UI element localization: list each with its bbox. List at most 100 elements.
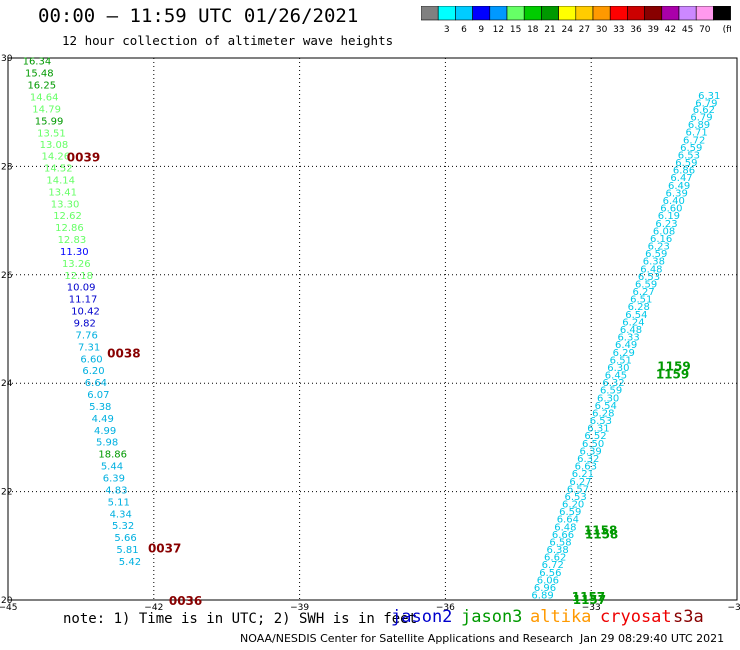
colorbar-label: 42: [665, 25, 676, 35]
east-track-value: 6.32: [577, 454, 599, 465]
east-track-value: 6.54: [625, 310, 647, 321]
west-track-value: 14.79: [32, 104, 61, 115]
west-track-value: 18.86: [98, 450, 127, 461]
y-tick-label: 28: [1, 162, 13, 172]
east-track-value: 6.72: [683, 135, 705, 146]
x-tick-label: −45: [0, 603, 18, 612]
east-track-value: 6.60: [660, 204, 682, 215]
east-track-value: 6.47: [670, 173, 692, 184]
east-track-value: 6.89: [531, 591, 553, 602]
east-track-value: 6.38: [546, 545, 568, 556]
legend-jason3: jason3: [461, 607, 523, 627]
colorbar-label: 9: [478, 25, 484, 35]
y-tick-label: 26: [1, 271, 13, 281]
west-track-value: 5.98: [96, 438, 118, 449]
west-track-value: 13.08: [40, 140, 69, 151]
west-track-value: 4.34: [110, 509, 132, 520]
page-title: 00:00 – 11:59 UTC 01/26/2021: [38, 5, 359, 27]
west-track-value: 4.49: [92, 414, 114, 425]
west-track-value: 5.38: [89, 402, 111, 413]
west-track-value: 5.42: [119, 557, 141, 568]
east-track-value: 6.28: [592, 408, 614, 419]
east-track-value: 6.48: [620, 325, 642, 336]
west-track-value: 15.99: [35, 116, 64, 127]
east-track-value: 6.31: [698, 91, 720, 102]
east-track-value: 6.51: [630, 295, 652, 306]
east-track-value: 6.59: [675, 158, 697, 169]
y-tick-label: 20: [1, 596, 13, 606]
east-track-value: 6.58: [549, 537, 571, 548]
east-track-value: 6.54: [595, 401, 617, 412]
east-track-value: 6.38: [643, 257, 665, 268]
colorbar-label: 27: [579, 25, 590, 35]
west-track-value: 12.62: [53, 211, 82, 222]
colorbar-unit: (ft): [723, 25, 731, 35]
east-track-value: 6.39: [580, 446, 602, 457]
colorbar-label: 33: [613, 25, 624, 35]
x-tick-label: −42: [144, 603, 163, 612]
west-track-value: 5.81: [116, 545, 138, 556]
east-track-value: 6.33: [617, 333, 639, 344]
colorbar-label: 3: [444, 25, 450, 35]
west-track-value: 6.07: [87, 390, 109, 401]
west-track-value: 4.83: [105, 485, 127, 496]
colorbar-label: 30: [596, 25, 608, 35]
time-stamp-label: 0037: [148, 541, 181, 555]
east-track-value: 6.30: [607, 363, 629, 374]
west-track-value: 12.86: [55, 223, 84, 234]
east-track-value: 6.63: [575, 462, 597, 473]
east-track-value: 6.20: [562, 500, 584, 511]
colorbar-label: 6: [461, 25, 467, 35]
x-tick-label: −39: [290, 603, 309, 612]
west-track-value: 10.09: [67, 283, 96, 294]
east-track-value: 6.71: [685, 128, 707, 139]
west-track-value: 13.26: [62, 259, 91, 270]
time-stamp-label: 1158: [584, 524, 617, 538]
east-track-value: 6.23: [648, 242, 670, 253]
east-track-value: 6.72: [542, 560, 564, 571]
credit-line: NOAA/NESDIS Center for Satellite Applica…: [240, 632, 574, 645]
east-track-value: 6.27: [633, 287, 655, 298]
east-track-value: 6.62: [693, 105, 715, 116]
east-track-value: 6.56: [539, 568, 561, 579]
west-track-value: 11.17: [69, 295, 98, 306]
time-stamp-label: 0039: [67, 151, 100, 165]
wave-height-chart: −45 −42 −39 −36 −33 −30 20 22 24 26 28 30 16.3415.48…: [0, 54, 740, 612]
colorbar-swatch: [713, 6, 731, 21]
legend-cryosat: cryosat: [600, 607, 672, 627]
east-track-value: 6.59: [635, 279, 657, 290]
west-track-value: 16.25: [27, 81, 56, 92]
east-track-value: 6.79: [690, 113, 712, 124]
west-track-value: 5.66: [114, 533, 136, 544]
y-tick-label: 22: [1, 488, 12, 498]
west-track-value: 5.11: [108, 497, 130, 508]
east-track-value: 6.52: [584, 431, 606, 442]
east-track-value: 6.53: [638, 272, 660, 283]
east-track-value: 6.86: [673, 166, 695, 177]
east-track-value: 6.48: [554, 522, 576, 533]
east-track-value: 6.49: [615, 340, 637, 351]
east-track-value: 6.39: [666, 188, 688, 199]
east-track-value: 6.24: [622, 317, 644, 328]
east-track-value: 6.28: [628, 302, 650, 313]
west-track-value: 12.83: [58, 235, 87, 246]
east-track-value: 6.31: [587, 424, 609, 435]
legend-s3a: s3a: [673, 607, 704, 627]
west-track-value: 6.20: [82, 366, 104, 377]
west-track-value: 13.51: [37, 128, 66, 139]
colorbar-label: 39: [647, 25, 659, 35]
west-track-value: 4.99: [94, 426, 116, 437]
plot-frame: [7, 57, 738, 601]
time-stamp-label: 1159: [656, 367, 689, 381]
legend-altika: altika: [530, 607, 592, 627]
east-track-value: 6.45: [605, 371, 627, 382]
page-subtitle: 12 hour collection of altimeter wave hei…: [62, 33, 394, 48]
west-track-value: 6.64: [85, 378, 107, 389]
east-track-value: 6.64: [557, 515, 579, 526]
east-track-value: 6.89: [688, 120, 710, 131]
footnote: note: 1) Time is in UTC; 2) SWH is in fe…: [63, 611, 418, 627]
west-track-value: 5.44: [101, 462, 123, 473]
east-track-value: 6.16: [650, 234, 672, 245]
west-track-value: 10.42: [71, 307, 100, 318]
